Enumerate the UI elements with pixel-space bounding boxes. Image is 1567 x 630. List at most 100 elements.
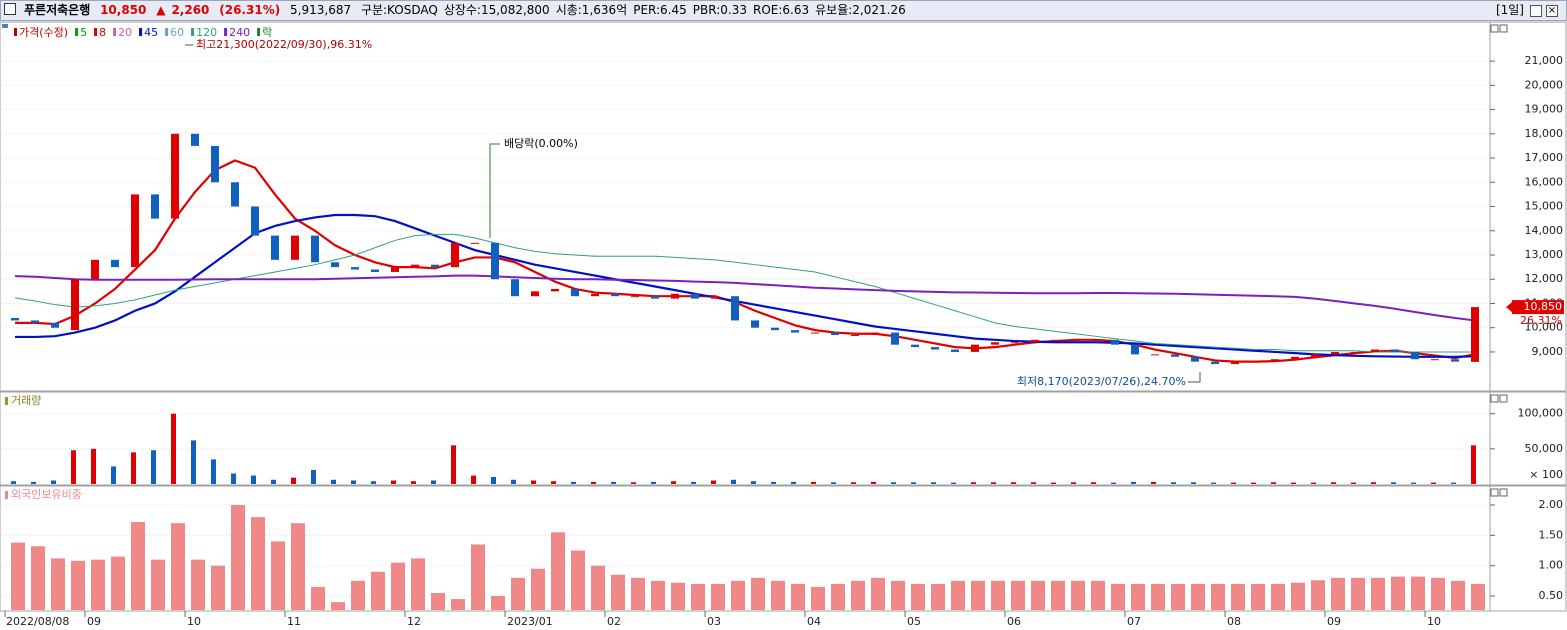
change-pct: (26.31%): [219, 3, 281, 17]
bar: [571, 481, 576, 484]
bar: [411, 481, 416, 484]
bar: [631, 482, 636, 484]
bar: [171, 523, 185, 610]
bar: [531, 480, 536, 484]
candle-body: [251, 206, 259, 236]
candle-body: [191, 133, 199, 146]
y-tick-label: 2.00: [1539, 498, 1564, 511]
bar: [1431, 577, 1445, 610]
bar: [1411, 576, 1425, 610]
candle-body: [1051, 339, 1059, 341]
y-tick-label: 0.50: [1539, 589, 1564, 602]
moving-average-line: [14, 233, 1475, 353]
candle-body: [171, 133, 179, 219]
candle-body: [631, 296, 639, 298]
bar: [211, 459, 216, 484]
bar: [971, 482, 976, 484]
bar: [1331, 482, 1336, 484]
bar: [391, 562, 405, 610]
bar: [691, 583, 705, 610]
bar: [531, 568, 545, 610]
bar: [411, 558, 425, 610]
candle-body: [1091, 339, 1099, 341]
bar: [1071, 580, 1085, 610]
candle-body: [111, 259, 119, 268]
legend-label: 240: [229, 26, 250, 39]
info: 상장수:15,082,800: [443, 3, 550, 17]
moving-average-line: [14, 274, 1476, 322]
bar: [1151, 583, 1165, 610]
candle-body: [831, 332, 839, 335]
bar: [1151, 481, 1156, 484]
y-tick-label: 18,000: [1525, 127, 1564, 140]
candle-body: [791, 330, 799, 333]
bar: [231, 504, 245, 610]
pane-title: 거래량: [11, 394, 41, 407]
bar: [191, 440, 196, 484]
bar: [1051, 580, 1065, 610]
bar: [111, 466, 116, 484]
x-tick-label: 07: [1127, 615, 1141, 628]
change: 2,260: [171, 3, 210, 17]
last-price-box: [1512, 300, 1564, 315]
candle-body: [1131, 344, 1139, 355]
legend-swatch: [94, 28, 98, 36]
candle-body: [491, 242, 499, 280]
bar: [451, 445, 456, 484]
legend-label: 45: [144, 26, 158, 39]
period[interactable]: [1일]: [1495, 3, 1524, 17]
pane-marker: [2, 24, 8, 28]
x-tick-label: 12: [407, 615, 421, 628]
pane-button[interactable]: [1499, 24, 1508, 33]
change-sign: ▲: [156, 3, 166, 17]
candle-body: [1271, 359, 1279, 362]
pane-button[interactable]: [1499, 394, 1508, 403]
candle-body: [971, 344, 979, 352]
y-tick-label: 20,000: [1525, 78, 1564, 91]
pane-button[interactable]: [1490, 24, 1499, 33]
annotation: 최고21,300(2022/09/30),96.31%: [196, 38, 372, 51]
last-change-label: 26.31%: [1520, 314, 1562, 327]
candle-body: [1011, 342, 1019, 344]
bar: [871, 577, 885, 610]
bar: [1351, 577, 1365, 610]
maximize-button[interactable]: [1530, 5, 1542, 17]
bar: [1351, 482, 1356, 484]
bar: [1211, 482, 1216, 484]
bar: [1391, 576, 1405, 610]
candle-body: [991, 342, 999, 345]
header-bar: 푸른저축은행 10,850 ▲ 2,260 (26.31%) 5,913,687 …: [0, 0, 1567, 21]
bar: [991, 580, 1005, 610]
annotation: 배당락(0.00%): [504, 137, 578, 150]
x-tick-label: 2023/01: [507, 615, 553, 628]
bar: [391, 480, 396, 484]
bar: [671, 481, 676, 484]
close-button[interactable]: ×: [1546, 5, 1558, 17]
bar: [131, 521, 145, 610]
candle-body: [931, 347, 939, 350]
bar: [751, 577, 765, 610]
bar: [231, 473, 236, 484]
candle-body: [851, 334, 859, 336]
legend-swatch: [14, 28, 17, 36]
bar: [311, 586, 325, 610]
bar: [1011, 482, 1016, 484]
candle-body: [891, 332, 899, 345]
bar: [1071, 482, 1076, 484]
checkbox[interactable]: [4, 3, 16, 15]
bar: [671, 582, 685, 610]
candle-body: [411, 264, 419, 268]
bar: [71, 560, 85, 610]
bar: [911, 482, 916, 484]
candle-body: [731, 296, 739, 321]
pane-button[interactable]: [1499, 488, 1508, 497]
bar: [11, 481, 16, 484]
candle-body: [511, 279, 519, 297]
candle-body: [1411, 351, 1419, 360]
bar: [31, 481, 36, 484]
x-tick-label: 11: [287, 615, 301, 628]
pane-button[interactable]: [1490, 394, 1499, 403]
bar: [1251, 482, 1256, 484]
pane-button[interactable]: [1490, 488, 1499, 497]
